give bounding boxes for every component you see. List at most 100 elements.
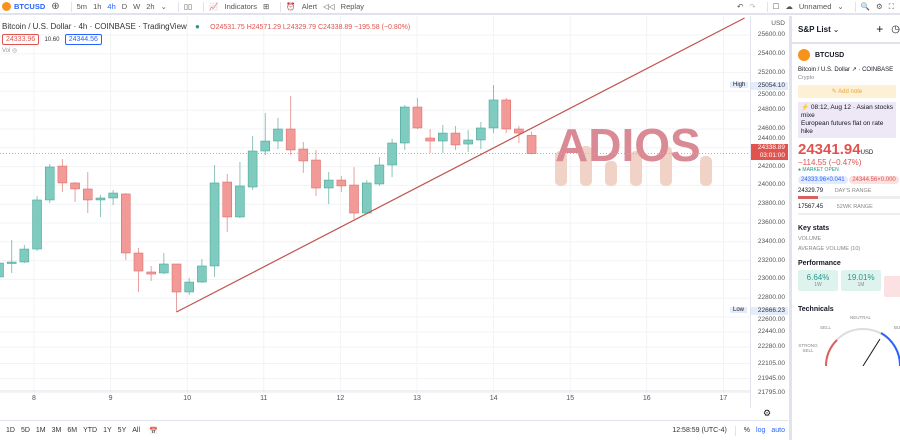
range-1Y[interactable]: 1Y: [103, 427, 112, 434]
interval-5m[interactable]: 5m: [76, 2, 88, 11]
candle: [425, 137, 435, 142]
candle: [209, 182, 220, 267]
interval-D[interactable]: D: [121, 2, 128, 11]
date-tick: 17: [720, 395, 728, 402]
interval-W[interactable]: W: [133, 2, 141, 11]
templates-icon[interactable]: ⊞: [263, 2, 270, 11]
current-price-label: 24338.89 03:01:00: [751, 143, 788, 160]
price-tick: 24400.00: [757, 135, 785, 142]
candle: [108, 192, 118, 199]
alert-button[interactable]: Alert: [301, 2, 318, 11]
market-status: MARKET OPEN: [802, 167, 839, 173]
date-tick: 11: [260, 395, 267, 402]
replay-button[interactable]: Replay: [340, 2, 365, 11]
percent-toggle[interactable]: %: [743, 427, 751, 434]
interval-2h[interactable]: 2h: [146, 2, 155, 11]
bid-badge: 24333.96×0.041: [798, 176, 848, 184]
goto-date-icon[interactable]: 📅: [149, 427, 158, 435]
trend-line[interactable]: [176, 17, 745, 313]
date-tick: 8: [32, 395, 36, 402]
sell-price-button[interactable]: 24333.96: [2, 34, 40, 45]
symbol-type: Crypto: [798, 75, 815, 81]
currency-selector[interactable]: USD: [771, 20, 785, 27]
candle: [336, 179, 347, 187]
alert-icon[interactable]: ⏰: [286, 2, 296, 11]
add-note-button[interactable]: ✎ Add note: [798, 85, 896, 98]
log-toggle[interactable]: log: [756, 427, 766, 434]
date-tick: 13: [413, 395, 421, 402]
candle-type-icon[interactable]: ▯▯: [183, 2, 193, 11]
candle: [6, 261, 17, 264]
add-symbol-icon[interactable]: +: [876, 22, 884, 36]
range-5Y[interactable]: 5Y: [117, 427, 127, 434]
range-3M[interactable]: 3M: [51, 427, 62, 434]
undo-icon[interactable]: ↶: [737, 2, 744, 11]
fullscreen-icon[interactable]: ⛶: [888, 1, 894, 11]
clock-time[interactable]: 12:58:59 (UTC-4): [672, 427, 727, 434]
price-tick: 24800.00: [757, 106, 785, 114]
indicators-icon[interactable]: 📈: [209, 2, 219, 11]
symbol-search-button[interactable]: BTCUSD: [14, 2, 46, 11]
range-1M[interactable]: 1M: [35, 427, 46, 434]
chevron-down-icon[interactable]: ⌄: [837, 2, 844, 11]
range-1D[interactable]: 1D: [6, 427, 15, 434]
chart-legend: Bitcoin / U.S. Dollar · 4h · COINBASE · …: [2, 22, 410, 54]
candle: [83, 188, 93, 201]
range-5D[interactable]: 5D: [20, 427, 30, 434]
axis-settings-gear-icon[interactable]: ⚙: [763, 408, 772, 418]
price-chart[interactable]: 8 9 10 11 12 13 14 15 16 17 ADIOS: [0, 16, 750, 408]
52wk-range-label: 52WK RANGE: [836, 204, 873, 210]
date-tick: 12: [337, 395, 345, 402]
interval-1h[interactable]: 1h: [93, 2, 102, 11]
current-price-label-text: 24338.89: [757, 143, 785, 151]
candle: [197, 265, 207, 283]
replay-icon[interactable]: ◁◁: [323, 2, 335, 11]
news-headline-2: European futures flat on rate hike: [801, 120, 884, 135]
news-item[interactable]: ⚡ 08:12, Aug 12 · Asian stocks mixe Europ…: [798, 102, 896, 138]
bitcoin-logo-icon: [798, 49, 810, 61]
external-link-icon[interactable]: ↗: [851, 67, 857, 73]
indicators-button[interactable]: Indicators: [224, 2, 258, 11]
buy-price-button[interactable]: 24344.56: [64, 34, 102, 45]
average-volume-label: AVERAGE VOLUME (10): [798, 246, 861, 252]
clock-icon[interactable]: ◷: [891, 23, 900, 35]
days-range-bar: [798, 196, 900, 199]
candle: [450, 132, 461, 146]
redo-icon[interactable]: ↷: [749, 2, 756, 11]
search-icon[interactable]: 🔍: [860, 2, 871, 11]
square-icon[interactable]: ☐: [772, 2, 780, 11]
layout-name[interactable]: Unnamed: [798, 2, 832, 11]
price-tick: 25000.00: [757, 91, 785, 98]
candle: [222, 181, 232, 218]
price-axis[interactable]: USD 25600.00 25400.00 25200.00 25000.00 2480…: [750, 16, 788, 418]
candle: [159, 263, 169, 274]
ask-badge: 24344.56×0.000: [849, 176, 899, 184]
gear-icon[interactable]: ⚙: [876, 2, 883, 11]
candle: [247, 150, 258, 188]
candle: [133, 252, 144, 272]
date-tick: 9: [109, 395, 113, 402]
interval-4h[interactable]: 4h: [107, 2, 116, 11]
cloud-icon[interactable]: ☁: [785, 2, 793, 11]
range-6M[interactable]: 6M: [67, 427, 78, 434]
price-tick: 22440.00: [757, 328, 785, 336]
chevron-down-icon[interactable]: ⌄: [160, 2, 167, 11]
volume-label: Vol: [2, 48, 11, 54]
auto-toggle[interactable]: auto: [771, 427, 785, 434]
spread-value: 10.60: [44, 37, 60, 43]
volume-label: VOLUME: [798, 236, 822, 242]
date-tick: 10: [183, 395, 191, 402]
eye-hidden-icon[interactable]: ◎: [12, 48, 18, 54]
candle: [349, 184, 359, 214]
watchlist-name[interactable]: S&P List: [798, 24, 831, 34]
candle: [285, 128, 296, 151]
key-stats-heading: Key stats: [798, 225, 830, 232]
performance-period: 1M: [857, 282, 865, 288]
range-All[interactable]: All: [132, 427, 141, 434]
candle: [311, 159, 321, 189]
performance-period: 1W: [814, 282, 822, 288]
symbol-name: BTCUSD: [815, 51, 845, 59]
range-YTD[interactable]: YTD: [83, 427, 98, 434]
compare-plus-icon[interactable]: ⊕: [51, 1, 60, 12]
